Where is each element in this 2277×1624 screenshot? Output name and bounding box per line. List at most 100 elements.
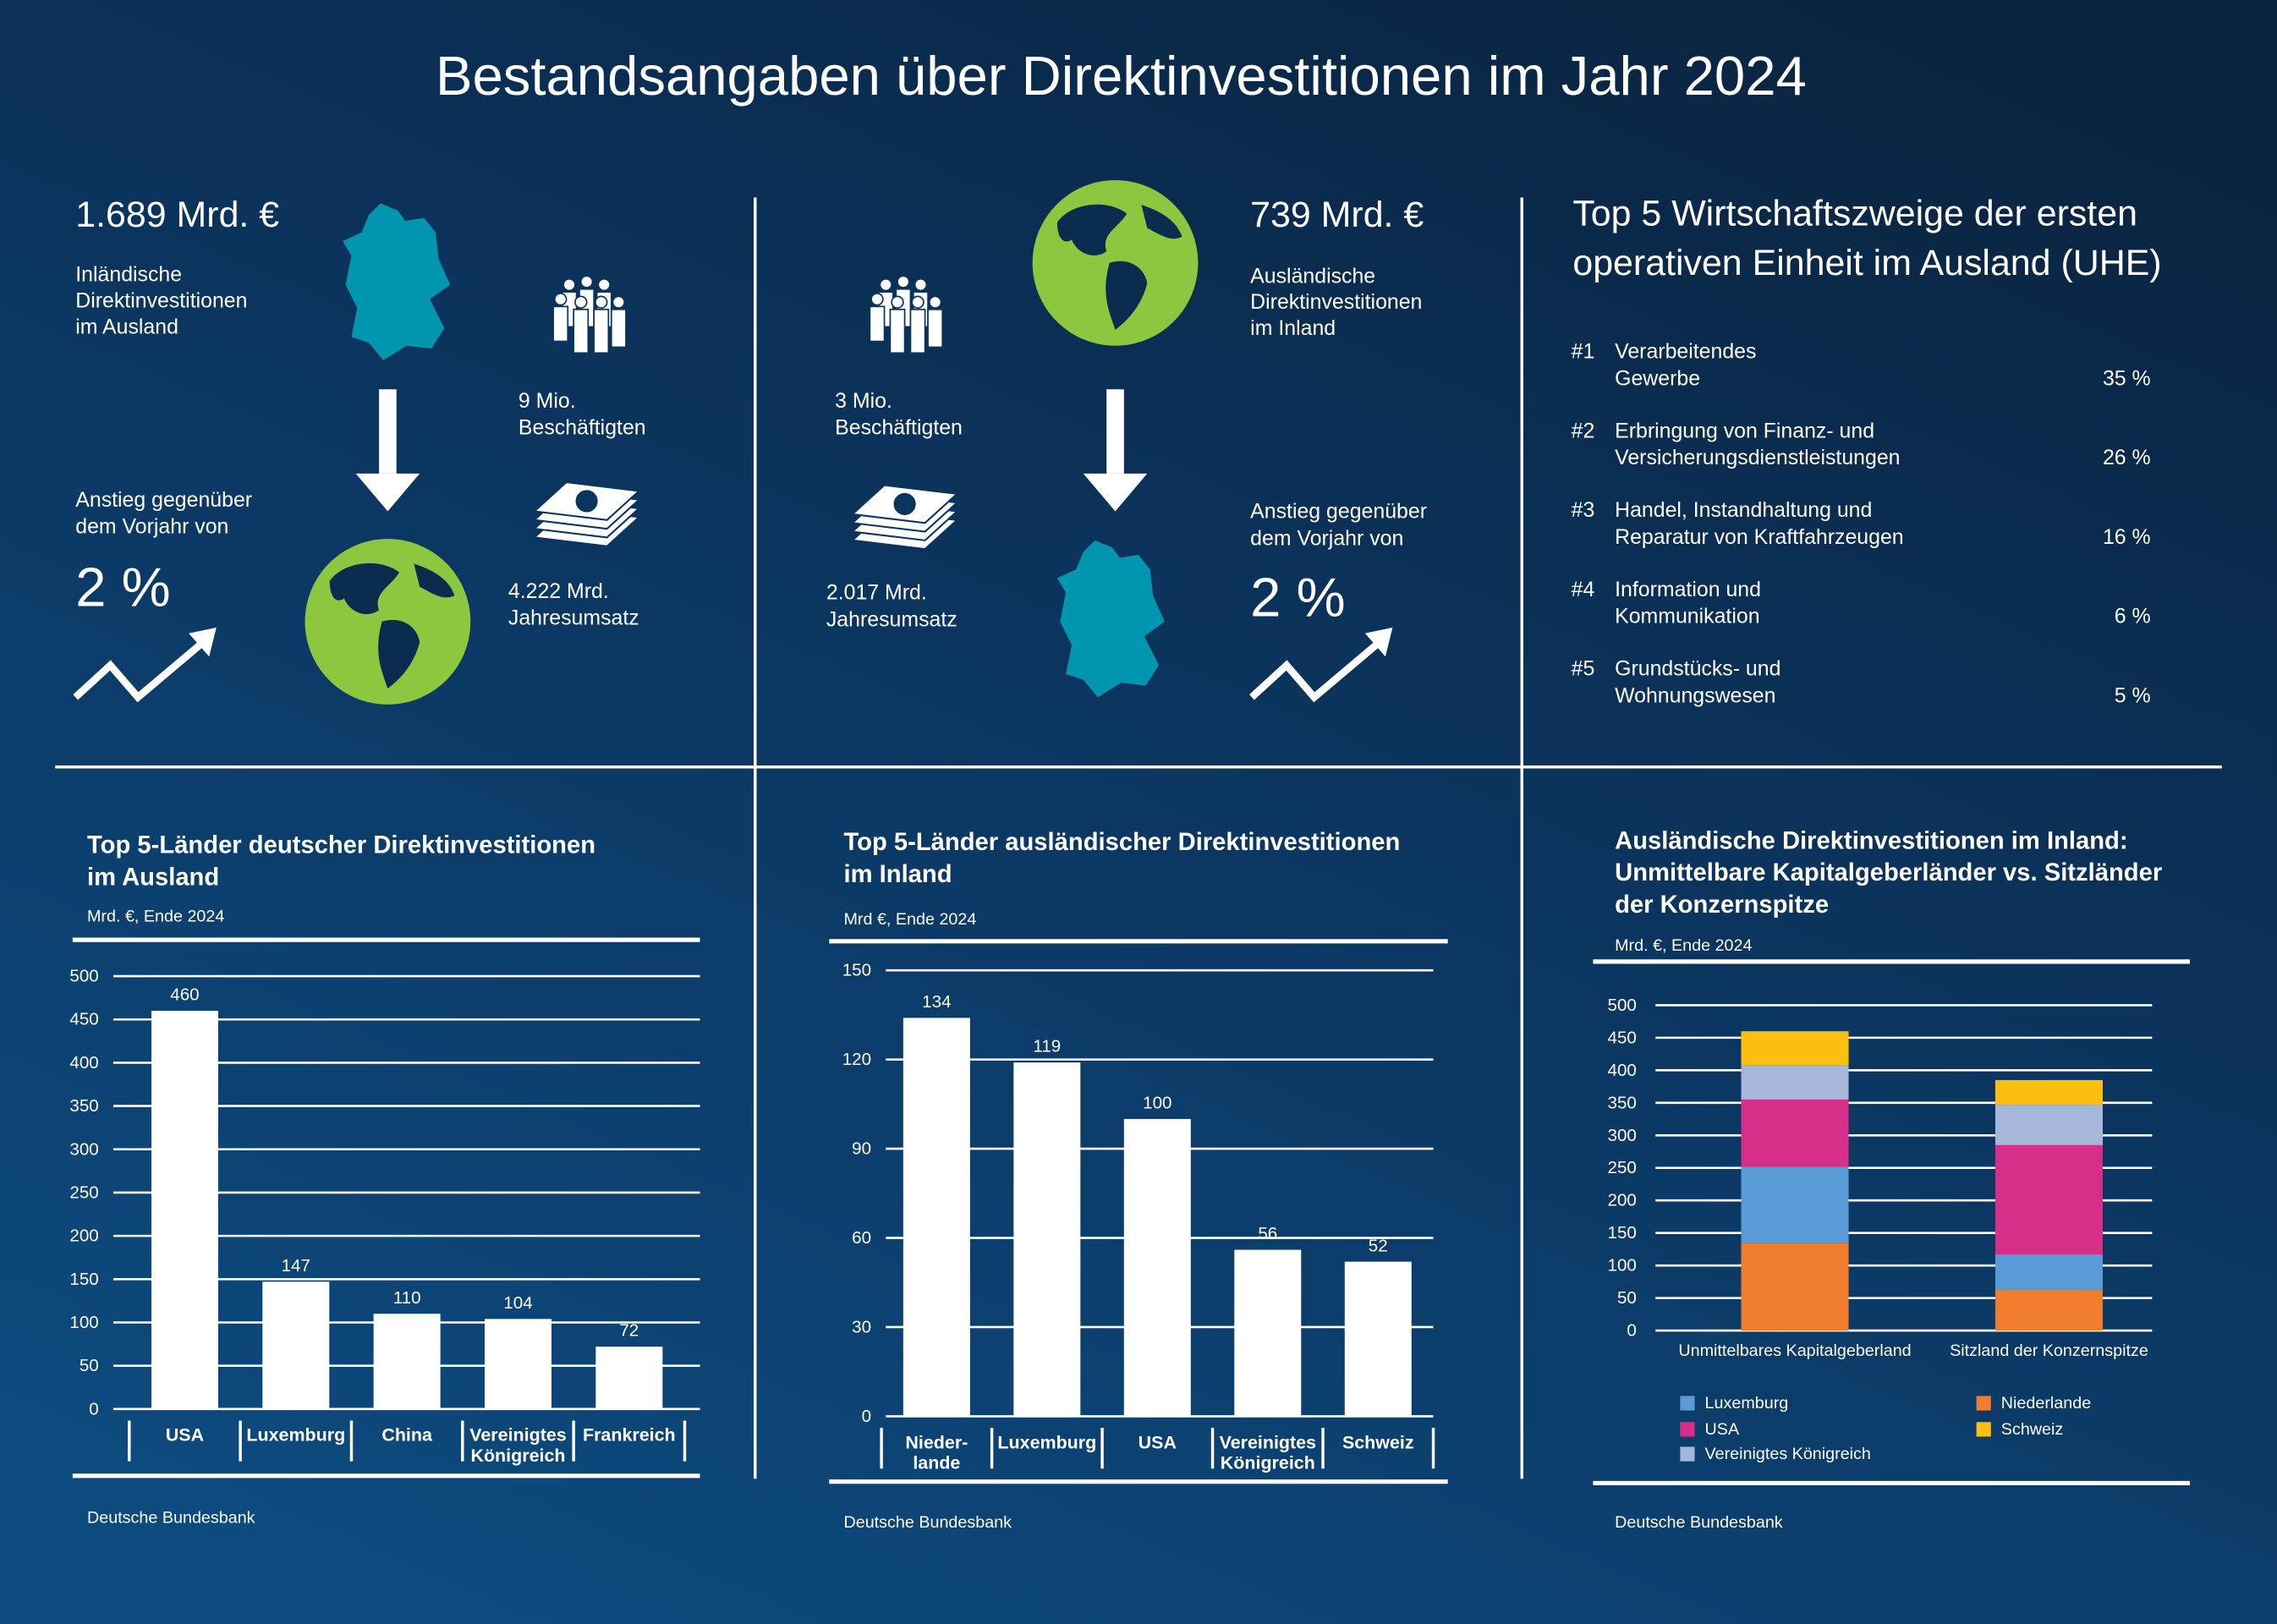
y-tick-label: 30 bbox=[852, 1317, 871, 1336]
sector-name: Gewerbe bbox=[1615, 366, 1700, 390]
share: 6 % bbox=[2115, 605, 2151, 628]
sector-name: Erbringung von Finanz- und bbox=[1615, 419, 1874, 442]
bar bbox=[595, 1347, 663, 1409]
x-tick-label: USA bbox=[166, 1425, 204, 1446]
arrow-icon bbox=[355, 389, 1148, 512]
chart-title: der Konzernspitze bbox=[1615, 892, 1829, 919]
x-tick-label: Schweiz bbox=[1342, 1432, 1414, 1452]
x-tick-label: Unmittelbares Kapitalgeberland bbox=[1678, 1341, 1911, 1360]
germany-icon bbox=[343, 203, 451, 360]
share: 16 % bbox=[2103, 525, 2151, 549]
description: Direktinvestitionen bbox=[75, 288, 247, 312]
chart-subtitle: Mrd. €, Ende 2024 bbox=[87, 908, 224, 926]
growth-label: dem Vorjahr von bbox=[1250, 526, 1403, 550]
bar bbox=[373, 1314, 441, 1409]
y-tick-label: 150 bbox=[69, 1270, 98, 1289]
source: Deutsche Bundesbank bbox=[843, 1513, 1012, 1532]
sector-name: Reparatur von Kraftfahrzeugen bbox=[1615, 525, 1903, 549]
value-label: 460 bbox=[170, 985, 199, 1005]
share: 26 % bbox=[2103, 446, 2151, 469]
employees: Beschäftigten bbox=[835, 416, 963, 440]
bar bbox=[484, 1319, 551, 1409]
description: Ausländische bbox=[1250, 264, 1375, 288]
y-tick-label: 400 bbox=[1608, 1061, 1637, 1080]
x-tick-label: Vereinigtes bbox=[1220, 1432, 1317, 1452]
x-tick-label: Vereinigtes bbox=[469, 1425, 567, 1446]
y-tick-label: 200 bbox=[1608, 1191, 1637, 1210]
legend-label: USA bbox=[1705, 1420, 1740, 1439]
bar bbox=[1123, 1118, 1191, 1417]
y-tick-label: 100 bbox=[69, 1313, 98, 1332]
y-tick-label: 250 bbox=[1608, 1158, 1637, 1177]
bar-segment bbox=[1741, 1166, 1849, 1243]
sectors-title: Top 5 Wirtschaftszweige der ersten bbox=[1572, 193, 2137, 233]
value-label: 147 bbox=[282, 1256, 310, 1276]
bar bbox=[1013, 1062, 1081, 1417]
y-tick-label: 350 bbox=[1608, 1093, 1637, 1112]
x-tick-label: Königreich bbox=[470, 1446, 565, 1466]
legend-swatch bbox=[1976, 1396, 1991, 1411]
legend-label: Niederlande bbox=[2001, 1394, 2091, 1413]
x-tick-label: Frankreich bbox=[583, 1425, 676, 1446]
rank: #3 bbox=[1572, 498, 1595, 522]
bar-segment bbox=[1994, 1079, 2103, 1106]
y-tick-label: 500 bbox=[1608, 996, 1637, 1015]
sector-name: Information und bbox=[1615, 578, 1761, 601]
rank: #1 bbox=[1572, 340, 1595, 364]
money-icon bbox=[532, 481, 959, 551]
bar bbox=[262, 1281, 330, 1409]
revenue: Jahresumsatz bbox=[508, 606, 639, 630]
trend-icon bbox=[73, 639, 1382, 703]
y-tick-label: 450 bbox=[69, 1010, 98, 1029]
page-title: Bestandsangaben über Direktinvestitionen… bbox=[436, 45, 1807, 107]
sector-name: Kommunikation bbox=[1615, 605, 1759, 628]
y-tick-label: 60 bbox=[852, 1228, 871, 1248]
bar bbox=[151, 1011, 218, 1409]
y-tick-label: 250 bbox=[69, 1182, 98, 1202]
trend-icon bbox=[189, 627, 1393, 657]
y-tick-label: 150 bbox=[842, 961, 871, 980]
chart-title: Top 5-Länder ausländischer Direktinvesti… bbox=[843, 829, 1400, 856]
sector-name: Grundstücks- und bbox=[1615, 657, 1780, 681]
bar-segment bbox=[1741, 1243, 1849, 1331]
bar-segment bbox=[1741, 1065, 1849, 1100]
bar bbox=[1344, 1261, 1412, 1417]
chart-title: im Inland bbox=[843, 861, 952, 888]
y-tick-label: 50 bbox=[1617, 1288, 1637, 1308]
amount: 1.689 Mrd. € bbox=[75, 195, 279, 235]
y-tick-label: 0 bbox=[89, 1399, 98, 1418]
sectors-title: operativen Einheit im Ausland (UHE) bbox=[1572, 243, 2161, 283]
chart-title: Unmittelbare Kapitalgeberländer vs. Sitz… bbox=[1615, 859, 2162, 886]
revenue: 2.017 Mrd. bbox=[826, 581, 927, 605]
legend-swatch bbox=[1680, 1422, 1695, 1437]
employees: 3 Mio. bbox=[835, 389, 892, 413]
chart-title: Ausländische Direktinvestitionen im Inla… bbox=[1615, 827, 2127, 854]
bar bbox=[1234, 1249, 1302, 1417]
y-tick-label: 300 bbox=[1608, 1126, 1637, 1145]
sector-name: Verarbeitendes bbox=[1615, 340, 1756, 364]
value-label: 100 bbox=[1143, 1094, 1171, 1113]
growth-label: Anstieg gegenüber bbox=[75, 488, 252, 512]
bar-segment bbox=[1994, 1105, 2103, 1145]
rank: #5 bbox=[1572, 657, 1595, 681]
source: Deutsche Bundesbank bbox=[1615, 1513, 1783, 1532]
value-label: 52 bbox=[1369, 1236, 1388, 1255]
bar bbox=[903, 1018, 970, 1417]
growth-label: Anstieg gegenüber bbox=[1250, 500, 1427, 524]
share: 35 % bbox=[2103, 366, 2151, 390]
sector-name: Versicherungsdienstleistungen bbox=[1615, 446, 1900, 469]
globe-icon bbox=[305, 539, 471, 705]
bar-segment bbox=[1994, 1254, 2103, 1290]
people-icon bbox=[552, 275, 944, 354]
y-tick-label: 300 bbox=[69, 1139, 98, 1159]
legend-swatch bbox=[1976, 1422, 1991, 1437]
amount: 739 Mrd. € bbox=[1250, 195, 1424, 235]
y-tick-label: 400 bbox=[69, 1053, 98, 1073]
legend-label: Vereinigtes Königreich bbox=[1705, 1445, 1871, 1463]
chart-title: Top 5-Länder deutscher Direktinvestition… bbox=[87, 831, 595, 859]
value-label: 104 bbox=[503, 1293, 532, 1313]
bar-segment bbox=[1741, 1099, 1849, 1167]
bar-segment bbox=[1994, 1144, 2103, 1255]
legend-swatch bbox=[1680, 1396, 1695, 1411]
